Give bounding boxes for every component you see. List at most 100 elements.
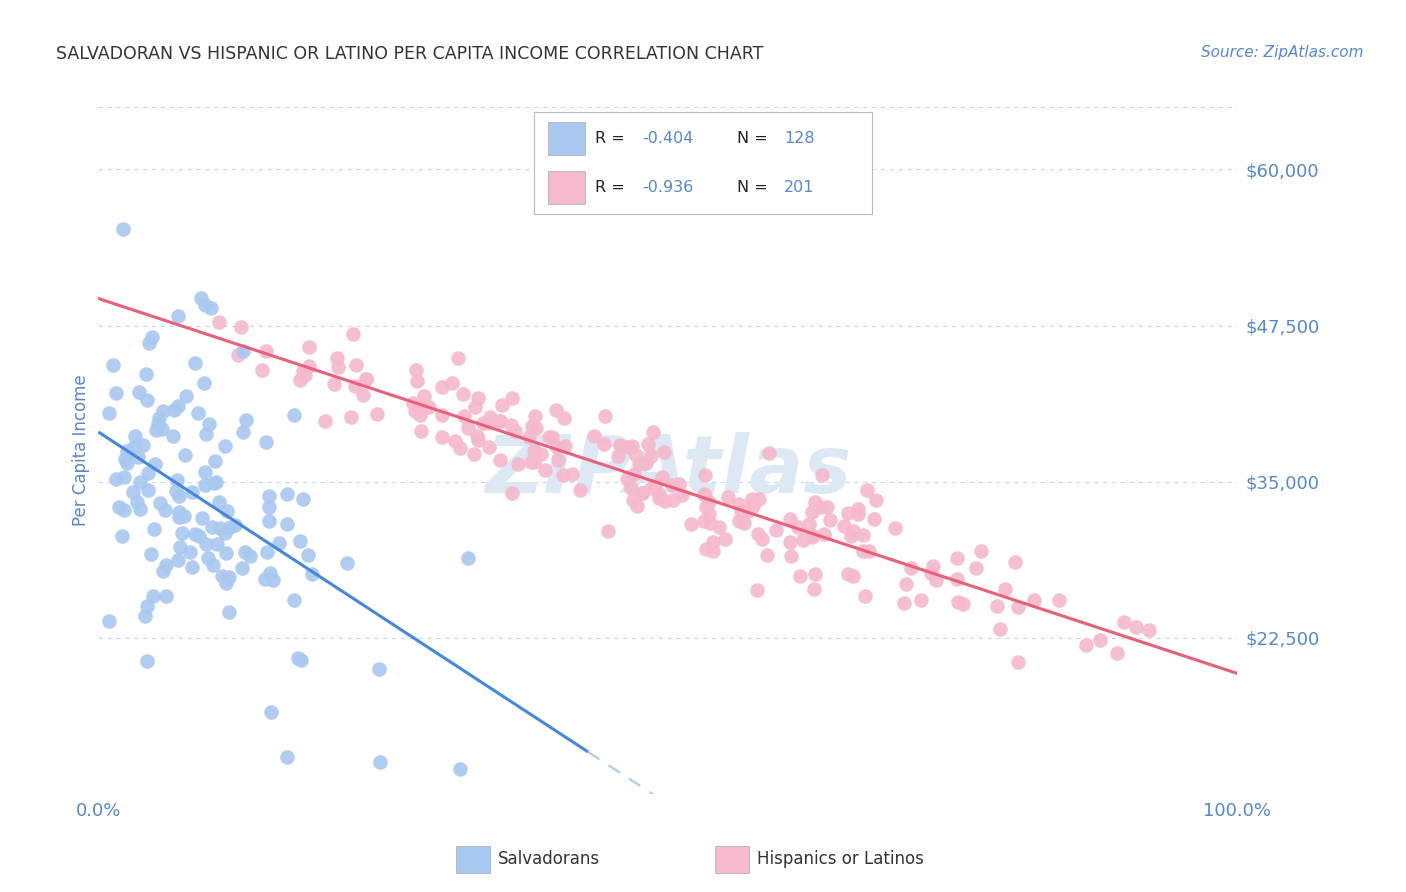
Point bbox=[644, 478, 666, 492]
Point bbox=[569, 483, 592, 498]
Point bbox=[748, 491, 770, 506]
Point bbox=[994, 582, 1017, 597]
Point bbox=[695, 542, 717, 557]
Point bbox=[810, 468, 832, 483]
Point bbox=[218, 605, 240, 619]
Point bbox=[194, 537, 217, 551]
Point bbox=[449, 762, 471, 776]
Point bbox=[707, 520, 730, 534]
Point bbox=[132, 437, 155, 451]
Point bbox=[287, 651, 309, 665]
Point bbox=[187, 529, 209, 543]
Point bbox=[214, 438, 236, 452]
Point bbox=[501, 391, 523, 405]
Point bbox=[262, 574, 284, 588]
Point bbox=[143, 522, 166, 536]
Point bbox=[112, 222, 135, 236]
Point bbox=[533, 463, 555, 477]
Point bbox=[467, 391, 489, 405]
Point bbox=[121, 484, 143, 499]
Point bbox=[276, 517, 298, 532]
Point bbox=[430, 430, 453, 444]
Point bbox=[842, 568, 865, 582]
Point bbox=[229, 320, 252, 334]
Point bbox=[169, 509, 191, 524]
Point bbox=[197, 550, 219, 565]
Point bbox=[453, 387, 475, 401]
Point bbox=[105, 472, 128, 486]
Point bbox=[418, 401, 440, 415]
Point bbox=[652, 445, 675, 459]
Point bbox=[165, 484, 187, 499]
FancyBboxPatch shape bbox=[716, 847, 749, 873]
Point bbox=[259, 500, 281, 514]
Point bbox=[276, 487, 298, 501]
Point bbox=[260, 705, 283, 719]
Point bbox=[801, 505, 824, 519]
Point bbox=[202, 475, 225, 490]
Point bbox=[111, 529, 134, 543]
Point bbox=[478, 417, 501, 431]
Point bbox=[617, 440, 640, 454]
Point bbox=[254, 344, 277, 359]
Point bbox=[142, 589, 165, 603]
Point bbox=[200, 301, 222, 315]
Point bbox=[946, 572, 969, 586]
Point bbox=[593, 409, 616, 423]
Point bbox=[201, 520, 224, 534]
Point bbox=[837, 506, 859, 520]
Point bbox=[219, 520, 242, 534]
Text: R =: R = bbox=[595, 130, 630, 145]
Point bbox=[623, 467, 645, 482]
Point bbox=[409, 425, 432, 439]
Point bbox=[702, 534, 724, 549]
Point bbox=[779, 512, 801, 526]
Point bbox=[499, 418, 522, 433]
Point bbox=[114, 452, 136, 467]
Point bbox=[405, 363, 427, 377]
Point bbox=[609, 438, 631, 452]
Point bbox=[737, 503, 759, 517]
Point bbox=[155, 558, 177, 572]
Text: N =: N = bbox=[737, 180, 773, 195]
Point bbox=[179, 544, 201, 558]
Point bbox=[883, 521, 905, 535]
Point bbox=[368, 662, 391, 676]
Point bbox=[1004, 555, 1026, 569]
Point bbox=[211, 569, 233, 583]
Point bbox=[326, 351, 349, 365]
Point bbox=[183, 355, 205, 369]
Point bbox=[162, 429, 184, 443]
FancyBboxPatch shape bbox=[456, 847, 489, 873]
Point bbox=[524, 421, 547, 435]
Point bbox=[648, 491, 671, 505]
Point bbox=[925, 574, 948, 588]
Point bbox=[728, 497, 751, 511]
Point bbox=[194, 298, 217, 312]
Point bbox=[326, 359, 349, 374]
Point bbox=[344, 379, 367, 393]
Point bbox=[1007, 600, 1029, 615]
Point bbox=[832, 519, 855, 533]
Point bbox=[837, 567, 859, 582]
Point bbox=[540, 430, 562, 444]
Point bbox=[173, 509, 195, 524]
Point bbox=[107, 500, 129, 514]
Point bbox=[112, 469, 135, 483]
Point bbox=[553, 410, 575, 425]
Point bbox=[155, 503, 177, 517]
Text: Salvadorans: Salvadorans bbox=[498, 849, 600, 868]
Point bbox=[129, 475, 152, 489]
Point bbox=[257, 489, 280, 503]
Point bbox=[267, 536, 290, 550]
Point bbox=[596, 524, 619, 539]
Point bbox=[1105, 646, 1128, 660]
Point bbox=[122, 440, 145, 454]
Point bbox=[948, 595, 970, 609]
Point bbox=[366, 407, 388, 421]
Point bbox=[467, 433, 489, 447]
Point bbox=[250, 363, 273, 377]
Point bbox=[231, 560, 253, 574]
Point bbox=[800, 528, 823, 542]
Point bbox=[430, 380, 453, 394]
